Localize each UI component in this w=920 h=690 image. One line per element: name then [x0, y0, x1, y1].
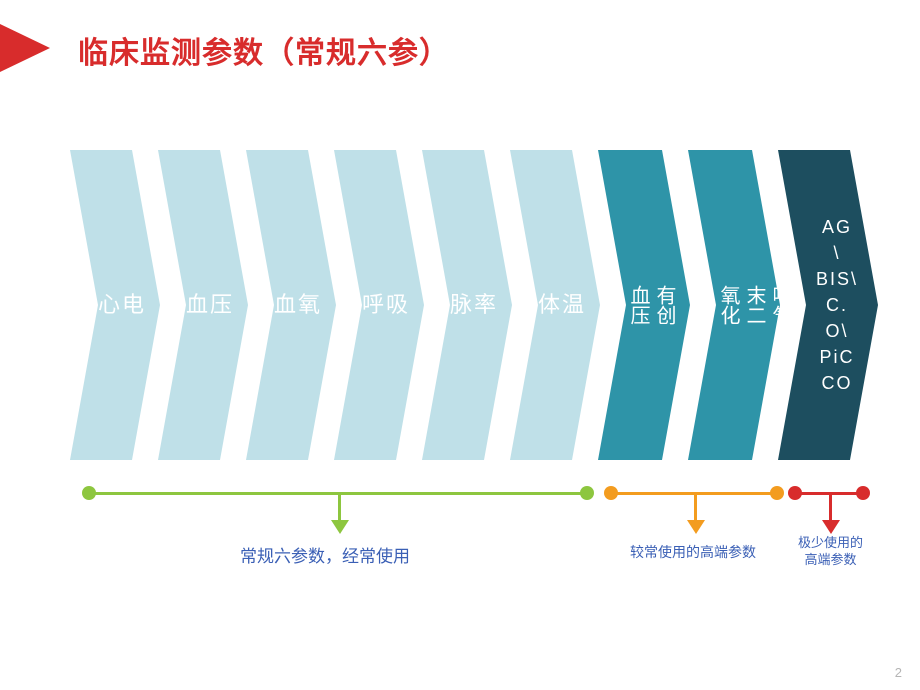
bracket-drop-1 — [694, 492, 697, 522]
chevron-label: AG \ BIS\ C. O\ PiC CO — [798, 214, 858, 397]
bracket-arrow-2 — [822, 520, 840, 534]
chevron-label: 血压 — [172, 291, 234, 319]
chevron-label: 体温 — [524, 291, 586, 319]
chevron-label: 有创 血压 — [611, 285, 677, 325]
bracket-label-1: 较常使用的高端参数 — [630, 542, 756, 562]
bracket-label-0: 常规六参数，经常使用 — [240, 542, 410, 567]
chevron-item-2: 血氧 — [246, 150, 336, 460]
chevron-item-7: 呼气 末二 氧化 碳 — [688, 150, 780, 460]
chevron-label: 呼气 末二 氧化 碳 — [675, 285, 793, 325]
chevron-item-8: AG \ BIS\ C. O\ PiC CO — [778, 150, 878, 460]
bracket-drop-0 — [338, 492, 341, 522]
chevron-item-0: 心电 — [70, 150, 160, 460]
chevron-item-1: 血压 — [158, 150, 248, 460]
bracket-drop-2 — [829, 492, 832, 522]
bracket-arrow-1 — [687, 520, 705, 534]
chevron-label: 脉率 — [436, 291, 498, 319]
title-accent — [0, 24, 50, 72]
page-number: 2 — [895, 665, 902, 680]
bracket-label-2: 极少使用的 高端参数 — [798, 535, 863, 569]
chevron-item-5: 体温 — [510, 150, 600, 460]
chevron-item-4: 脉率 — [422, 150, 512, 460]
bracket-arrow-0 — [331, 520, 349, 534]
bracket-group: 常规六参数，经常使用 较常使用的高端参数 极少使用的 高端参数 — [70, 480, 890, 600]
chevron-item-3: 呼吸 — [334, 150, 424, 460]
page-title: 临床监测参数（常规六参） — [78, 28, 450, 72]
chevron-label: 心电 — [84, 291, 146, 319]
chevron-row: 心电血压血氧呼吸脉率体温有创 血压呼气 末二 氧化 碳AG \ BIS\ C. … — [70, 150, 890, 460]
chevron-label: 血氧 — [260, 291, 322, 319]
chevron-label: 呼吸 — [348, 291, 410, 319]
